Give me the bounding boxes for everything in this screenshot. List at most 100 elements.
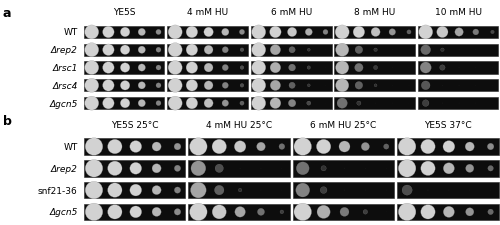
Ellipse shape — [152, 164, 161, 173]
Bar — [334, 44, 415, 57]
Ellipse shape — [240, 30, 244, 35]
Ellipse shape — [270, 98, 281, 109]
Ellipse shape — [294, 138, 312, 156]
Text: 4 mM HU: 4 mM HU — [187, 8, 228, 17]
Ellipse shape — [130, 184, 141, 196]
Text: a: a — [2, 7, 11, 20]
Ellipse shape — [156, 83, 161, 88]
Ellipse shape — [120, 81, 130, 91]
Bar — [418, 97, 498, 110]
Ellipse shape — [108, 140, 122, 154]
Ellipse shape — [270, 45, 280, 56]
Bar — [251, 62, 332, 74]
Ellipse shape — [288, 100, 296, 107]
Text: 8 mM HU: 8 mM HU — [354, 8, 396, 17]
Ellipse shape — [448, 190, 450, 191]
Ellipse shape — [252, 43, 266, 58]
Ellipse shape — [252, 97, 266, 111]
Text: 6 mM HU: 6 mM HU — [270, 8, 312, 17]
Ellipse shape — [174, 165, 180, 172]
Ellipse shape — [156, 66, 161, 71]
Ellipse shape — [490, 190, 491, 191]
Ellipse shape — [455, 29, 464, 37]
Ellipse shape — [186, 80, 198, 92]
Ellipse shape — [307, 102, 311, 106]
Ellipse shape — [168, 43, 182, 58]
Ellipse shape — [102, 27, 114, 38]
Ellipse shape — [270, 81, 280, 91]
Text: WT: WT — [63, 142, 78, 151]
Ellipse shape — [389, 29, 396, 36]
Ellipse shape — [168, 97, 182, 111]
Ellipse shape — [102, 45, 114, 56]
Ellipse shape — [108, 161, 122, 176]
Bar — [168, 44, 248, 57]
Ellipse shape — [84, 79, 98, 93]
Bar — [84, 182, 186, 198]
Bar — [334, 62, 415, 74]
Ellipse shape — [384, 144, 389, 149]
Bar — [188, 160, 290, 177]
Ellipse shape — [156, 48, 161, 53]
Ellipse shape — [212, 205, 226, 219]
Ellipse shape — [215, 164, 224, 173]
Ellipse shape — [168, 79, 182, 93]
Ellipse shape — [85, 203, 102, 221]
Text: 4 mM HU 25°C: 4 mM HU 25°C — [206, 120, 272, 129]
Bar — [251, 97, 332, 110]
Ellipse shape — [440, 49, 444, 52]
Bar — [188, 204, 290, 220]
Ellipse shape — [321, 166, 326, 171]
Bar — [418, 44, 498, 57]
Ellipse shape — [85, 138, 102, 156]
Ellipse shape — [288, 65, 296, 72]
Ellipse shape — [336, 44, 349, 57]
Bar — [168, 80, 248, 92]
Text: Δrsc1: Δrsc1 — [52, 64, 78, 73]
Ellipse shape — [234, 141, 246, 153]
Ellipse shape — [222, 29, 229, 36]
Bar — [418, 62, 498, 74]
Text: Δrep2: Δrep2 — [50, 46, 78, 55]
Ellipse shape — [398, 203, 416, 221]
Ellipse shape — [444, 163, 454, 174]
Text: YE5S 37°C: YE5S 37°C — [424, 120, 472, 129]
Ellipse shape — [260, 190, 262, 191]
Ellipse shape — [138, 100, 145, 107]
Ellipse shape — [407, 31, 411, 35]
Text: Δgcn5: Δgcn5 — [49, 99, 78, 108]
Ellipse shape — [102, 80, 114, 92]
Ellipse shape — [238, 189, 242, 192]
Ellipse shape — [374, 66, 378, 70]
Ellipse shape — [443, 141, 455, 153]
Ellipse shape — [421, 161, 435, 176]
Ellipse shape — [339, 141, 350, 152]
Ellipse shape — [240, 84, 244, 88]
Ellipse shape — [371, 28, 380, 37]
Ellipse shape — [355, 82, 362, 90]
Bar — [334, 97, 415, 110]
Ellipse shape — [152, 186, 161, 195]
Ellipse shape — [421, 205, 435, 219]
Ellipse shape — [102, 98, 114, 109]
Ellipse shape — [84, 26, 98, 40]
Text: b: b — [2, 115, 12, 128]
Ellipse shape — [174, 209, 180, 215]
Ellipse shape — [473, 30, 478, 36]
Ellipse shape — [138, 82, 145, 90]
Ellipse shape — [418, 26, 432, 40]
Ellipse shape — [344, 190, 345, 191]
Bar — [251, 44, 332, 57]
Ellipse shape — [465, 142, 474, 151]
Bar — [188, 139, 290, 155]
Ellipse shape — [191, 161, 206, 176]
Ellipse shape — [308, 85, 310, 87]
Bar — [293, 160, 394, 177]
Ellipse shape — [354, 64, 363, 72]
Ellipse shape — [488, 209, 494, 215]
Ellipse shape — [84, 97, 98, 111]
Ellipse shape — [289, 83, 295, 89]
Ellipse shape — [212, 140, 226, 154]
Ellipse shape — [402, 185, 412, 195]
Ellipse shape — [420, 63, 431, 74]
